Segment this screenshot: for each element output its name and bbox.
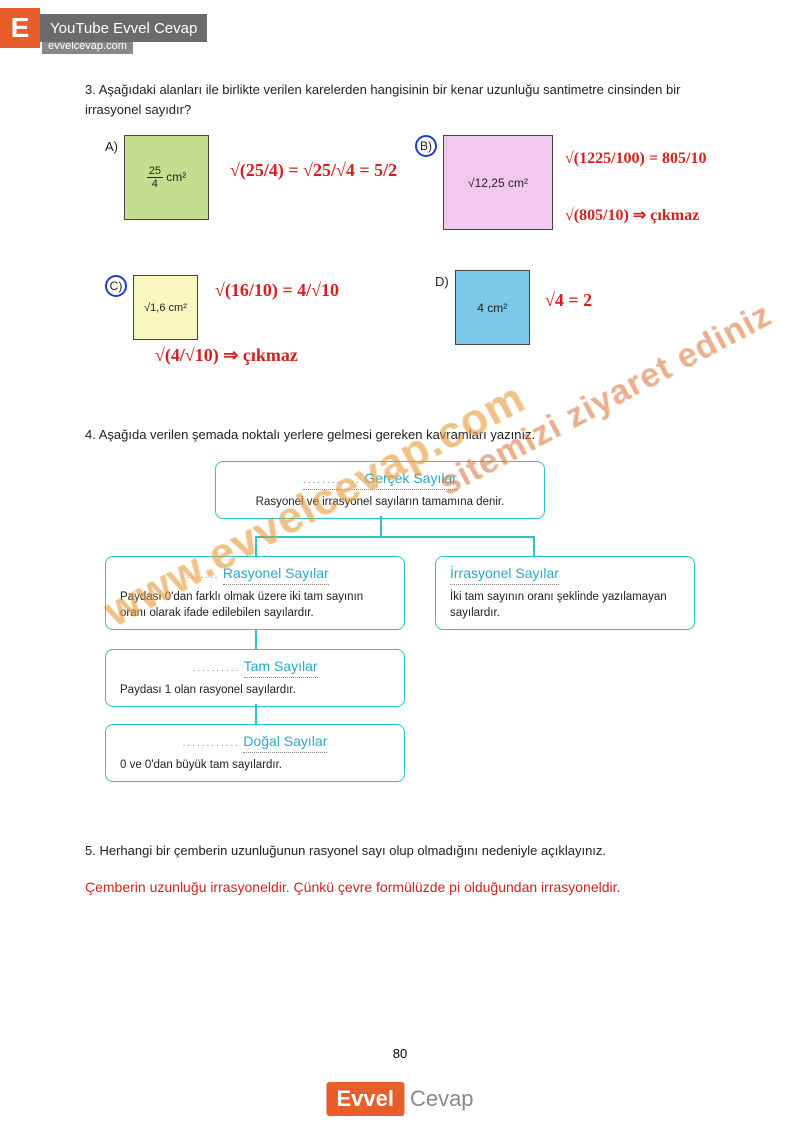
square-d-text: 4 cm²: [477, 301, 507, 315]
box-real-title: ............ Gerçek Sayılar: [303, 470, 457, 490]
option-c: C) √1,6 cm²: [105, 275, 198, 340]
q4-prompt: 4. Aşağıda verilen şemada noktalı yerler…: [85, 425, 715, 445]
box-rational: ........ Rasyonel Sayılar Paydası 0'dan …: [105, 556, 405, 630]
box-real-numbers: ............ Gerçek Sayılar Rasyonel ve …: [215, 461, 545, 519]
connector-v4: [255, 629, 257, 649]
square-a: 254 cm²: [124, 135, 209, 220]
brand-badge-e: E: [0, 8, 40, 48]
connector-v5: [255, 704, 257, 724]
youtube-label: YouTube Evvel Cevap: [40, 14, 207, 42]
square-d: 4 cm²: [455, 270, 530, 345]
option-b: B) √12,25 cm²: [415, 135, 553, 230]
handwriting-a: √(25/4) = √25/√4 = 5/2: [230, 160, 397, 181]
box-rational-title: Rasyonel Sayılar: [223, 565, 329, 585]
option-a: A) 254 cm²: [105, 135, 209, 220]
q3-prompt: 3. Aşağıdaki alanları ile birlikte veril…: [85, 80, 715, 119]
handwriting-d: √4 = 2: [545, 290, 592, 311]
box-natural-desc: 0 ve 0'dan büyük tam sayılardır.: [120, 757, 390, 773]
box-irrational-desc: İki tam sayının oranı şeklinde yazılamay…: [450, 589, 680, 621]
page-number: 80: [393, 1046, 407, 1061]
handwriting-c2: √(4/√10) ⇒ çıkmaz: [155, 345, 298, 366]
square-c: √1,6 cm²: [133, 275, 198, 340]
box-natural: ............ Doğal Sayılar 0 ve 0'dan bü…: [105, 724, 405, 782]
top-brand-bar: E YouTube Evvel Cevap: [0, 8, 207, 48]
square-c-text: √1,6 cm²: [144, 302, 187, 314]
connector-v1: [380, 516, 382, 536]
worksheet-page: 3. Aşağıdaki alanları ile birlikte veril…: [35, 0, 765, 1131]
q5-prompt: 5. Herhangi bir çemberin uzunluğunun ras…: [85, 841, 715, 861]
box-integer-desc: Paydası 1 olan rasyonel sayılardır.: [120, 682, 390, 698]
connector-v3: [533, 536, 535, 556]
handwriting-b2: √(805/10) ⇒ çıkmaz: [565, 205, 699, 225]
bottom-logo-left: Evvel: [326, 1082, 404, 1116]
option-d: D) 4 cm²: [435, 270, 530, 345]
option-a-label: A): [105, 139, 118, 154]
bottom-logo-right: Cevap: [410, 1086, 474, 1112]
q3-options-grid: A) 254 cm² √(25/4) = √25/√4 = 5/2 B) √12…: [85, 135, 715, 415]
box-integer-title: Tam Sayılar: [244, 658, 318, 678]
bottom-logo: Evvel Cevap: [326, 1082, 473, 1116]
q5-answer: Çemberin uzunluğu irrasyoneldir. Çünkü ç…: [85, 876, 715, 898]
handwriting-c1: √(16/10) = 4/√10: [215, 280, 339, 301]
option-b-label-circled: B): [415, 135, 437, 157]
option-d-label: D): [435, 274, 449, 289]
box-irrational-title: İrrasyonel Sayılar: [450, 565, 559, 585]
q4-diagram: ............ Gerçek Sayılar Rasyonel ve …: [85, 461, 715, 801]
box-rational-desc: Paydası 0'dan farklı olmak üzere iki tam…: [120, 589, 390, 621]
square-b: √12,25 cm²: [443, 135, 553, 230]
box-irrational: İrrasyonel Sayılar İki tam sayının oranı…: [435, 556, 695, 630]
connector-v2: [255, 536, 257, 556]
connector-h1: [255, 536, 535, 538]
box-real-desc: Rasyonel ve irrasyonel sayıların tamamın…: [230, 494, 530, 510]
box-integer: .......... Tam Sayılar Paydası 1 olan ra…: [105, 649, 405, 707]
q5-section: 5. Herhangi bir çemberin uzunluğunun ras…: [85, 841, 715, 899]
box-natural-title: Doğal Sayılar: [243, 733, 327, 753]
square-b-text: √12,25 cm²: [468, 176, 528, 190]
handwriting-b1: √(1225/100) = 805/10: [565, 150, 706, 168]
option-c-label-circled: C): [105, 275, 127, 297]
